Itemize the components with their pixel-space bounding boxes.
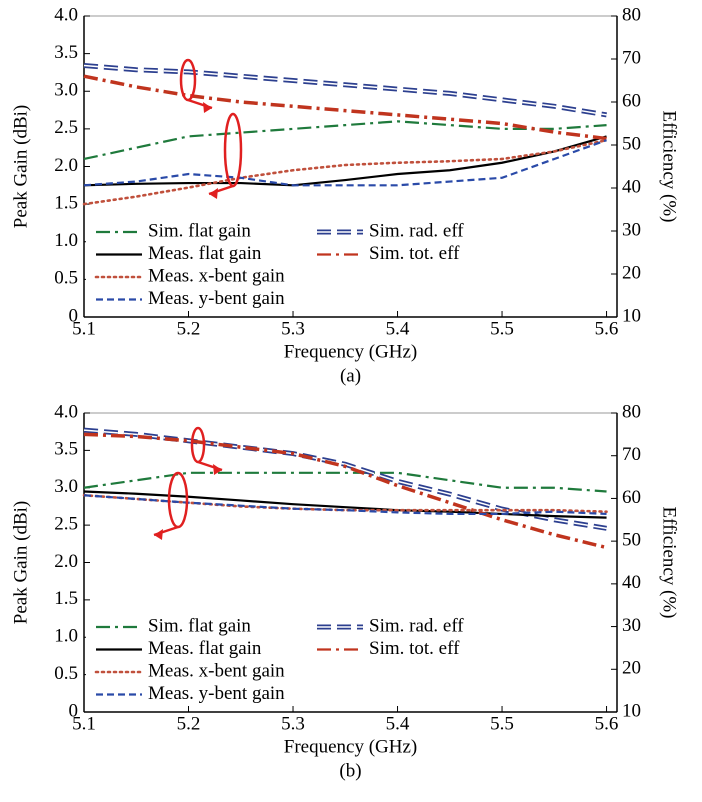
y2-tick-label: 50 <box>622 530 641 551</box>
y-tick-label: 3.0 <box>54 80 78 101</box>
legend-label: Meas. y-bent gain <box>148 683 285 704</box>
y2-tick-label: 60 <box>622 487 641 508</box>
y2-tick-label: 20 <box>622 262 641 283</box>
legend-label: Meas. x-bent gain <box>148 660 285 681</box>
y-tick-label: 3.5 <box>54 42 78 63</box>
legend-box <box>86 616 506 706</box>
annotation-ellipse <box>223 112 243 188</box>
y2-tick-label: 30 <box>622 219 641 240</box>
legend-label: Sim. rad. eff <box>369 615 464 636</box>
y-tick-label: 1.0 <box>54 626 78 647</box>
y-axis-label: Peak Gain (dBi) <box>10 105 31 228</box>
y-tick-label: 2.0 <box>54 551 78 572</box>
series-line <box>83 432 607 550</box>
y-tick-label: 0.5 <box>54 663 78 684</box>
y-tick-label: 4.0 <box>54 401 78 422</box>
y2-tick-label: 80 <box>622 4 641 25</box>
y2-tick-label: 10 <box>622 305 641 326</box>
y2-tick-label: 40 <box>622 176 641 197</box>
y2-tick-label: 10 <box>622 700 641 721</box>
x-tick-label: 5.5 <box>490 318 514 339</box>
series-line <box>83 120 607 161</box>
series-line <box>82 138 608 206</box>
legend-label: Meas. flat gain <box>148 243 262 264</box>
y-axis-label: Peak Gain (dBi) <box>10 501 31 624</box>
x-tick-label: 5.4 <box>386 713 410 734</box>
series-line-inner <box>83 64 607 116</box>
y-tick-label: 3.0 <box>54 476 78 497</box>
x-axis-label: Frequency (GHz) <box>284 341 417 362</box>
legend-label: Meas. x-bent gain <box>148 265 285 286</box>
annotation-ellipse <box>179 58 197 102</box>
legend-label: Sim. tot. eff <box>369 638 460 659</box>
y-tick-label: 0 <box>69 305 79 326</box>
annotation-ellipse <box>167 471 189 529</box>
y-tick-label: 2.5 <box>54 513 78 534</box>
x-tick-label: 5.6 <box>595 318 619 339</box>
series-line <box>83 471 607 493</box>
legend-label: Sim. rad. eff <box>369 220 464 241</box>
y2-tick-label: 30 <box>622 615 641 636</box>
caption: (a) <box>340 365 361 386</box>
y2-tick-label: 50 <box>622 133 641 154</box>
series-line <box>83 135 607 187</box>
y2-tick-label: 60 <box>622 90 641 111</box>
chart-panel: 5.1 5.2 5.3 5.4 5.5 5.6 0 0.5 1.0 1.5 2.0 2.5 3.0 3.5… <box>10 401 679 781</box>
x-tick-label: 5.6 <box>595 713 619 734</box>
series-line <box>83 74 607 141</box>
y-tick-label: 2.5 <box>54 117 78 138</box>
y2-tick-label: 40 <box>622 572 641 593</box>
series-line <box>82 493 608 513</box>
legend-label: Sim. flat gain <box>148 220 251 241</box>
y-tick-label: 1.0 <box>54 230 78 251</box>
y-tick-label: 0 <box>69 700 79 721</box>
y2-tick-label: 70 <box>622 47 641 68</box>
x-axis-label: Frequency (GHz) <box>284 736 417 757</box>
y-tick-label: 1.5 <box>54 588 78 609</box>
y2-tick-label: 80 <box>622 401 641 422</box>
caption: (b) <box>339 760 361 781</box>
legend-label: Sim. flat gain <box>148 615 251 636</box>
series-line <box>83 139 607 187</box>
x-tick-label: 5.3 <box>281 713 305 734</box>
y-tick-label: 2.0 <box>54 155 78 176</box>
annotation-arrowhead <box>203 102 212 113</box>
x-tick-label: 5.3 <box>281 318 305 339</box>
legend-label: Meas. y-bent gain <box>148 288 285 309</box>
legend-label: Sim. tot. eff <box>369 243 460 264</box>
x-tick-label: 5.1 <box>72 713 96 734</box>
x-tick-label: 5.5 <box>490 713 514 734</box>
legend: Sim. flat gain Sim. rad. eff Meas. flat ga… <box>86 220 506 311</box>
annotation-arrowhead <box>154 529 163 540</box>
legend-label: Meas. flat gain <box>148 638 262 659</box>
legend: Sim. flat gain Sim. rad. eff Meas. flat ga… <box>86 615 506 706</box>
y-tick-label: 0.5 <box>54 268 78 289</box>
x-tick-label: 5.2 <box>177 318 201 339</box>
series-line <box>83 490 607 519</box>
series-line <box>83 62 607 118</box>
y-tick-label: 3.5 <box>54 439 78 460</box>
annotation-arrowhead <box>209 188 218 199</box>
chart-panel: 5.1 5.2 5.3 5.4 5.5 5.6 0 0.5 1.0 1.5 2.0 2.5 3.0 3.5… <box>10 4 679 386</box>
y-tick-label: 1.5 <box>54 192 78 213</box>
x-tick-label: 5.1 <box>72 318 96 339</box>
y2-axis-label: Efficiency (%) <box>659 110 680 222</box>
y2-axis-label: Efficiency (%) <box>659 506 680 618</box>
annotation-arrowhead <box>213 464 222 475</box>
annotation-ellipse <box>190 426 206 464</box>
y2-tick-label: 20 <box>622 658 641 679</box>
y2-tick-label: 70 <box>622 444 641 465</box>
x-tick-label: 5.4 <box>386 318 410 339</box>
x-tick-label: 5.2 <box>177 713 201 734</box>
y-tick-label: 4.0 <box>54 4 78 25</box>
legend-box <box>86 221 506 311</box>
